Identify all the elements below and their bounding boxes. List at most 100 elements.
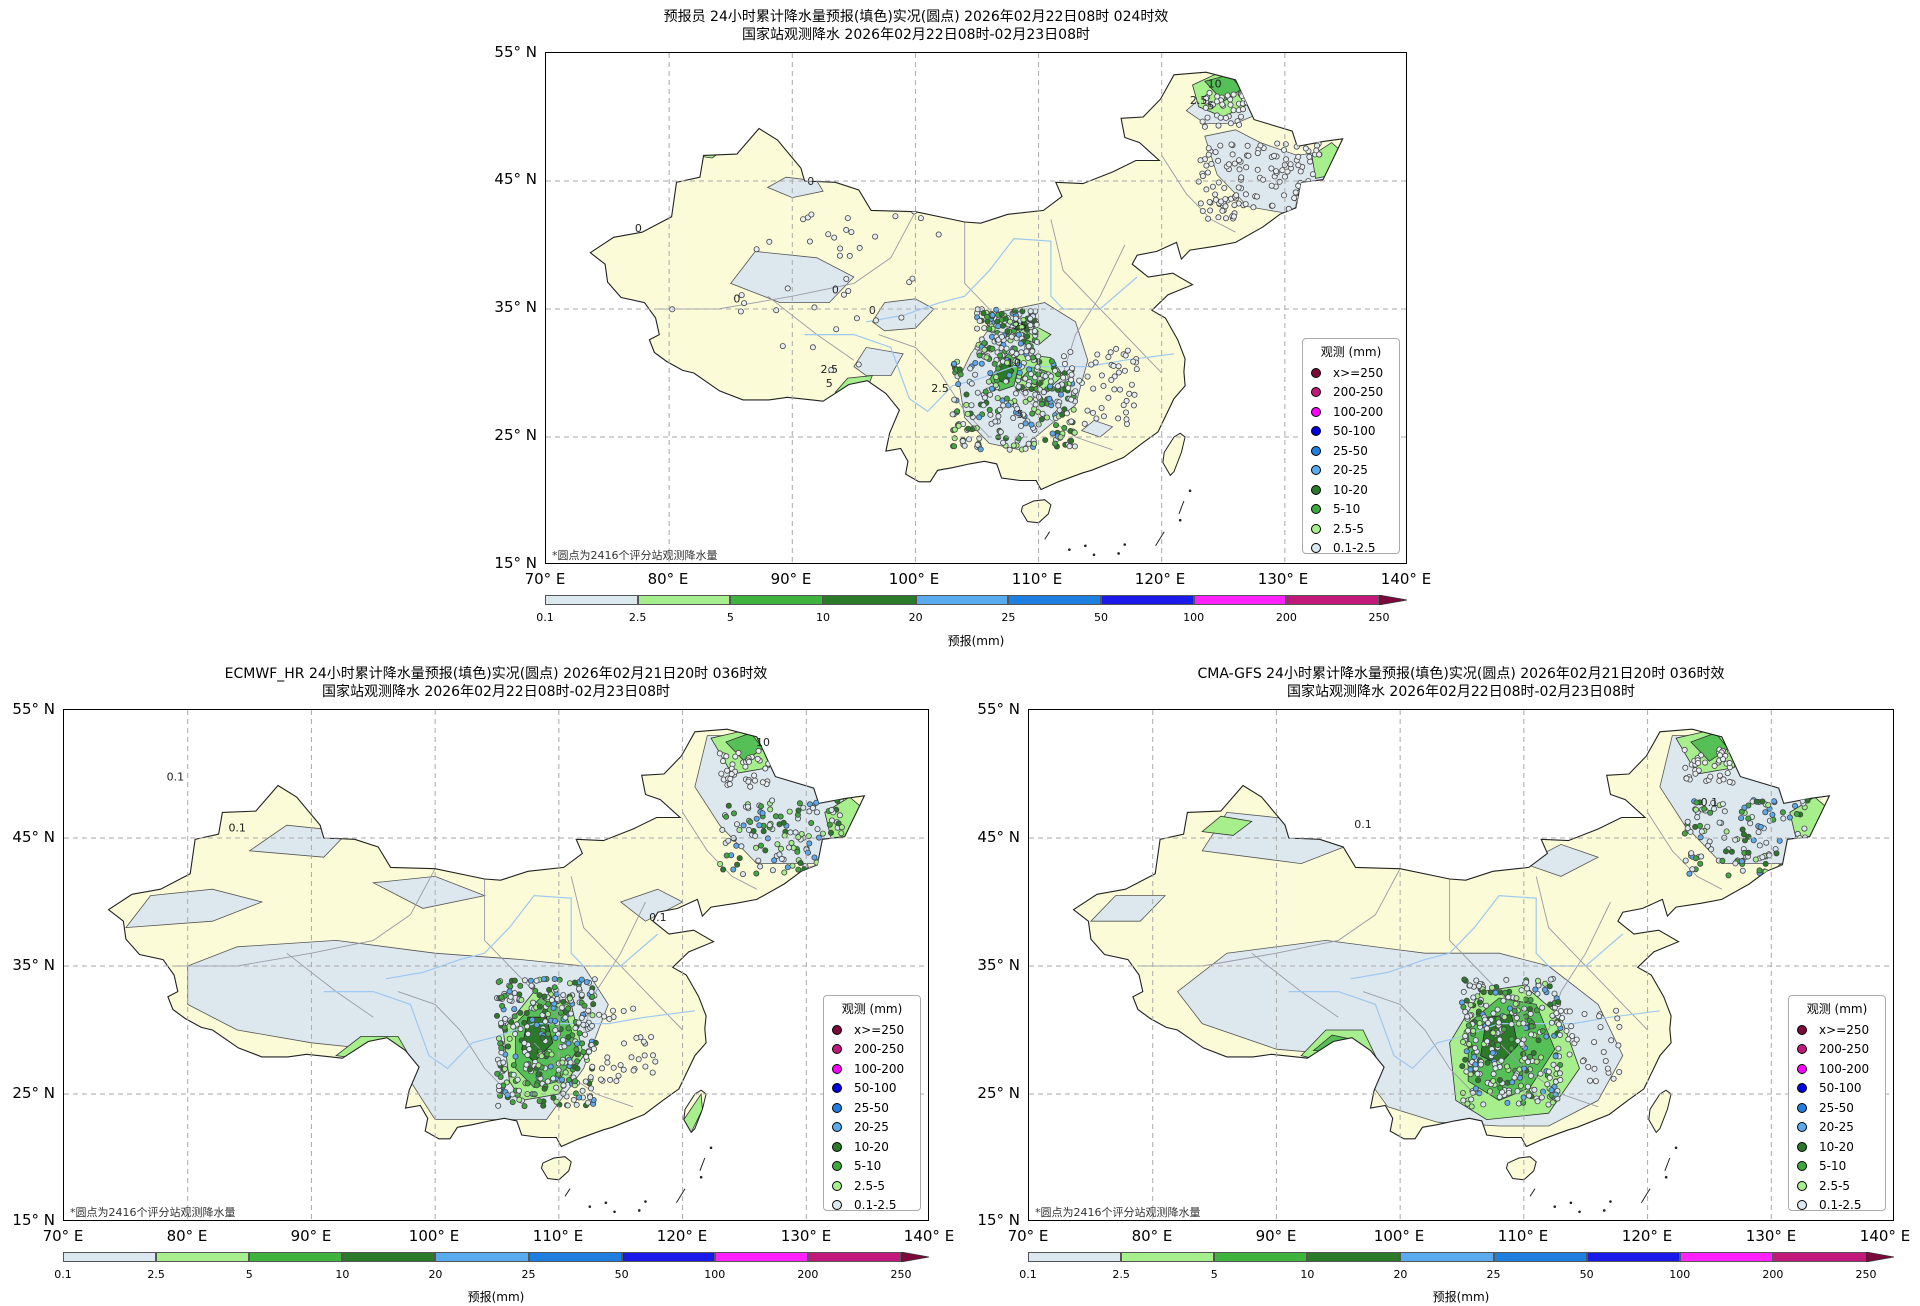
station-dot — [1133, 366, 1140, 373]
island-marker — [1553, 1205, 1557, 1208]
island-marker — [1578, 1210, 1581, 1214]
china-outline — [589, 71, 1344, 491]
station-dot — [800, 804, 807, 811]
station-dot — [590, 1045, 597, 1052]
legend-item: 5-10 — [1797, 1157, 1877, 1177]
station-dot — [1613, 1007, 1620, 1014]
station-dot — [974, 325, 981, 332]
colorbar-segment — [1286, 595, 1379, 605]
station-dot — [1459, 1063, 1466, 1070]
station-dot — [501, 1024, 508, 1031]
station-dot — [1462, 1056, 1469, 1063]
station-dot — [536, 1003, 543, 1010]
lon-label-70: 70° E — [42, 1227, 84, 1245]
station-dot — [1568, 1023, 1575, 1030]
station-dot — [781, 869, 788, 876]
colorbar-tick-label: 20 — [1393, 1268, 1408, 1281]
station-dot — [566, 995, 573, 1002]
station-dot — [1692, 823, 1699, 830]
station-dot — [521, 1019, 528, 1026]
station-dot — [1113, 345, 1120, 352]
station-dot — [1546, 1074, 1553, 1081]
station-dot — [747, 783, 754, 790]
colorbar-segment — [1008, 595, 1101, 605]
colorbar-label: 预报(mm) — [467, 1290, 525, 1304]
station-dot — [836, 252, 843, 259]
station-dot — [649, 1069, 656, 1076]
station-dot — [977, 446, 984, 453]
legend-item: 25-50 — [832, 1098, 912, 1118]
station-dot — [1745, 833, 1752, 840]
station-dot — [1254, 166, 1261, 173]
station-dot — [1500, 997, 1507, 1004]
legend-item: 5-10 — [1311, 500, 1391, 520]
map-area[interactable]: 0.1 0.1 — [1028, 709, 1894, 1221]
colorbar-tick-label: 10 — [335, 1268, 350, 1281]
station-dot — [995, 413, 1002, 420]
island-marker — [1188, 489, 1192, 493]
station-dot — [1472, 1085, 1479, 1092]
station-dot — [1756, 842, 1763, 849]
station-dot — [1206, 198, 1213, 205]
station-dot — [1055, 402, 1062, 409]
station-dot — [1548, 1019, 1555, 1026]
colorbar-tick-label: 250 — [890, 1268, 912, 1281]
station-dot — [1219, 101, 1226, 108]
legend-item-label: 25-50 — [1819, 1100, 1854, 1115]
station-dot — [828, 829, 835, 836]
station-dot — [493, 1012, 500, 1019]
station-dot — [579, 1040, 586, 1047]
station-dot — [516, 1096, 523, 1103]
colorbar-tick-label: 50 — [1579, 1268, 1594, 1281]
station-dot — [1276, 178, 1283, 185]
colorbar-segment — [249, 1252, 343, 1262]
station-dot — [1496, 1076, 1503, 1083]
lon-label-110: 110° E — [532, 1227, 584, 1245]
station-dot — [1464, 1027, 1471, 1034]
station-dot — [524, 1080, 531, 1087]
station-dot — [529, 1016, 536, 1023]
legend-item: 50-100 — [1311, 422, 1391, 442]
station-dot — [1031, 440, 1038, 447]
station-dot — [511, 1013, 518, 1020]
colorbar-tick-label: 20 — [428, 1268, 443, 1281]
map-area[interactable]: 10 2.5 5 0 0 0 0 2.5 5 25 10 2.5 5 0 — [545, 52, 1407, 564]
contour-label: 5 — [1207, 99, 1214, 112]
station-dot — [532, 987, 539, 994]
station-dot — [599, 1065, 606, 1072]
station-dot — [1212, 196, 1219, 203]
colorbar-tick-label: 0.1 — [1019, 1268, 1037, 1281]
station-dot — [514, 1076, 521, 1083]
map-area[interactable]: 0.1 10 0.1 0.1 — [63, 709, 929, 1221]
colorbar-tick-label: 25 — [521, 1268, 536, 1281]
station-dot — [596, 1011, 603, 1018]
station-dot — [755, 857, 762, 864]
station-dot — [753, 815, 760, 822]
station-dot — [998, 333, 1005, 340]
legend-item-label: 2.5-5 — [1333, 521, 1365, 536]
station-dot — [720, 866, 727, 873]
station-dot — [1573, 1036, 1580, 1043]
station-dot — [1254, 193, 1261, 200]
station-dot — [1022, 375, 1029, 382]
island-marker — [604, 1201, 608, 1205]
station-dot — [807, 866, 814, 873]
contour-label: 0.1 — [167, 770, 185, 783]
station-dot — [560, 1082, 567, 1089]
station-dot — [1025, 382, 1032, 389]
station-dot — [576, 1094, 583, 1101]
station-dot — [1204, 114, 1211, 121]
station-dot — [1503, 976, 1510, 983]
legend-marker-icon — [1797, 1063, 1807, 1074]
station-dot — [1614, 1015, 1621, 1022]
station-dot — [1726, 778, 1733, 785]
station-dot — [1042, 436, 1049, 443]
station-dot — [786, 808, 793, 815]
colorbar-tick-label: 100 — [1669, 1268, 1691, 1281]
station-dot — [1682, 857, 1689, 864]
lon-label-140: 140° E — [1859, 1227, 1911, 1245]
station-dot — [573, 1046, 580, 1053]
station-dot — [650, 1052, 657, 1059]
title-line2: 国家站观测降水 2026年02月22日08时-02月23日08时 — [1286, 684, 1636, 700]
station-dot — [1223, 215, 1230, 222]
